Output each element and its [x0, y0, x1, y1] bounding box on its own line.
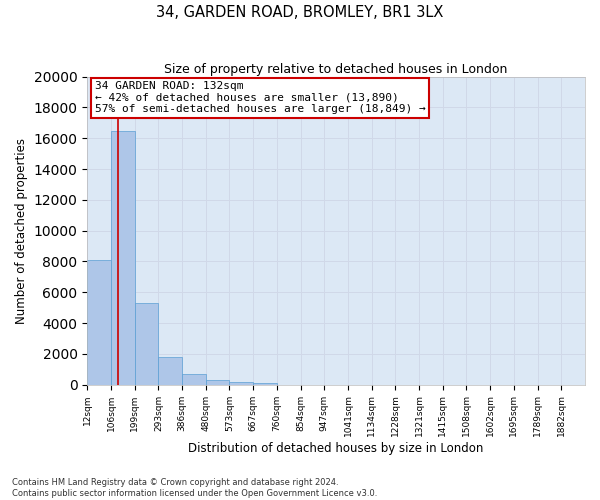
Bar: [134, 303, 158, 384]
Bar: [206, 380, 229, 384]
Bar: [229, 382, 253, 384]
Text: 34, GARDEN ROAD, BROMLEY, BR1 3LX: 34, GARDEN ROAD, BROMLEY, BR1 3LX: [157, 5, 443, 20]
Bar: [253, 383, 277, 384]
Bar: [158, 357, 182, 384]
Title: Size of property relative to detached houses in London: Size of property relative to detached ho…: [164, 62, 508, 76]
X-axis label: Distribution of detached houses by size in London: Distribution of detached houses by size …: [188, 442, 484, 455]
Bar: [87, 260, 111, 384]
Text: 34 GARDEN ROAD: 132sqm
← 42% of detached houses are smaller (13,890)
57% of semi: 34 GARDEN ROAD: 132sqm ← 42% of detached…: [95, 82, 425, 114]
Text: Contains HM Land Registry data © Crown copyright and database right 2024.
Contai: Contains HM Land Registry data © Crown c…: [12, 478, 377, 498]
Bar: [111, 130, 134, 384]
Y-axis label: Number of detached properties: Number of detached properties: [15, 138, 28, 324]
Bar: [182, 374, 206, 384]
